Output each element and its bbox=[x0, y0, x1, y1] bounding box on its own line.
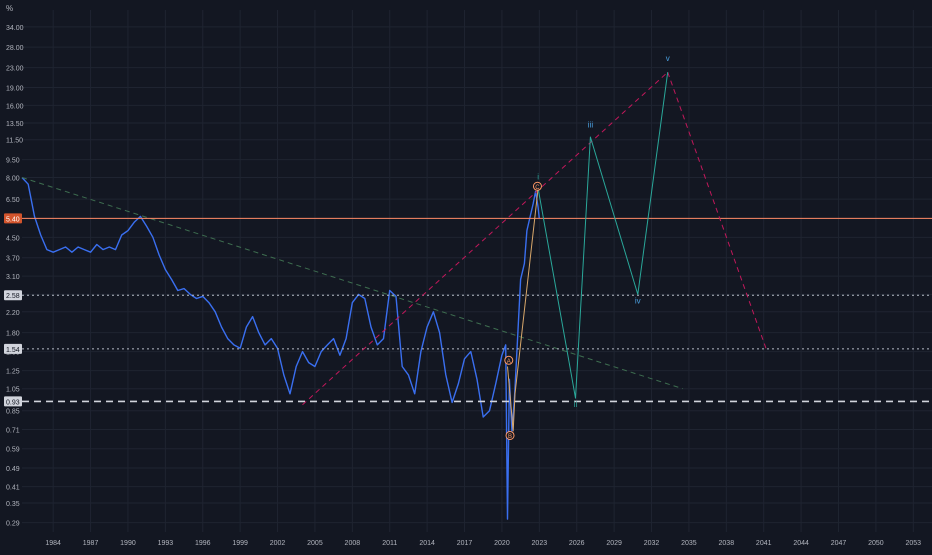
x-tick-label: 1987 bbox=[83, 540, 99, 547]
x-tick-label: 2017 bbox=[457, 540, 473, 547]
y-tick-label: 0.49 bbox=[6, 466, 20, 473]
price-tag-label: 1.54 bbox=[6, 347, 20, 354]
x-tick-label: 2005 bbox=[307, 540, 323, 547]
x-tick-label: 2014 bbox=[419, 540, 435, 547]
grid bbox=[22, 10, 932, 532]
wave-label: iii bbox=[588, 121, 594, 130]
wave-label: ii bbox=[574, 400, 578, 409]
price-tag-box bbox=[4, 343, 22, 354]
wave-label: B bbox=[508, 434, 512, 440]
price-tag-box bbox=[4, 396, 22, 407]
series-line-1-trend bbox=[21, 177, 683, 390]
y-tick-label: 4.50 bbox=[6, 235, 20, 242]
x-tick-label: 2032 bbox=[644, 540, 660, 547]
price-tag-box bbox=[4, 290, 22, 301]
x-tick-label: 2038 bbox=[719, 540, 735, 547]
x-tick-label: 2020 bbox=[494, 540, 510, 547]
y-tick-label: 3.70 bbox=[6, 256, 20, 263]
y-tick-label: 6.50 bbox=[6, 197, 20, 204]
y-tick-label: 0.71 bbox=[6, 427, 20, 434]
x-tick-label: 2029 bbox=[606, 540, 622, 547]
y-tick-label: 23.00 bbox=[6, 66, 24, 73]
x-tick-label: 2047 bbox=[831, 540, 847, 547]
wave-label: C bbox=[535, 185, 540, 191]
wave-label: i bbox=[537, 172, 539, 181]
y-tick-label: 0.29 bbox=[6, 521, 20, 528]
series-line-6-trend bbox=[302, 71, 669, 406]
x-tick-label: 2044 bbox=[793, 540, 809, 547]
plot-lines bbox=[21, 71, 932, 520]
x-axis[interactable]: 1984 1987 1990 1993 1996 1999 2002 2005 2008 2011… bbox=[45, 540, 921, 547]
price-tag-box bbox=[4, 213, 22, 224]
y-tick-label: 0.85 bbox=[6, 409, 20, 416]
wave-marker-circle bbox=[505, 430, 515, 440]
y-axis-unit-label: % bbox=[6, 4, 13, 13]
price-tag-label: 2.58 bbox=[6, 293, 20, 300]
x-tick-label: 2053 bbox=[906, 540, 922, 547]
x-tick-label: 1996 bbox=[195, 540, 211, 547]
y-tick-label: 19.00 bbox=[6, 85, 24, 92]
y-tick-label: 34.00 bbox=[6, 25, 24, 32]
x-tick-label: 2041 bbox=[756, 540, 772, 547]
y-tick-label: 16.00 bbox=[6, 103, 24, 110]
y-tick-label: 11.50 bbox=[6, 138, 23, 145]
y-tick-label: 8.00 bbox=[6, 175, 20, 182]
x-tick-label: 2008 bbox=[345, 540, 361, 547]
y-tick-label: 3.10 bbox=[6, 274, 20, 281]
x-tick-label: 1993 bbox=[158, 540, 174, 547]
x-tick-label: 2050 bbox=[868, 540, 884, 547]
series-line-9-wave bbox=[537, 72, 669, 399]
wave-label: iv bbox=[635, 297, 641, 306]
x-tick-label: 2011 bbox=[382, 540, 397, 547]
y-tick-label: 1.25 bbox=[6, 369, 20, 376]
y-tick-label: 28.00 bbox=[6, 45, 24, 52]
x-tick-label: 2035 bbox=[681, 540, 697, 547]
y-tick-label: 0.41 bbox=[6, 485, 20, 492]
y-tick-label: 2.20 bbox=[6, 310, 20, 317]
wave-label: A bbox=[507, 359, 511, 365]
x-tick-label: 2002 bbox=[270, 540, 286, 547]
price-tag-label: 0.93 bbox=[6, 399, 20, 406]
x-tick-label: 2026 bbox=[569, 540, 585, 547]
wave-marker-circle bbox=[532, 181, 542, 191]
y-tick-label: 0.59 bbox=[6, 447, 20, 454]
price-tags: 5.40 2.58 1.54 0.93 bbox=[4, 213, 22, 407]
series-line-7-trend bbox=[667, 72, 767, 350]
y-tick-label: 9.50 bbox=[6, 158, 20, 165]
wave-label: v bbox=[666, 54, 670, 63]
series-line-0-price bbox=[21, 177, 540, 520]
price-tag-label: 5.40 bbox=[6, 216, 20, 223]
x-tick-label: 1999 bbox=[232, 540, 248, 547]
y-axis[interactable]: % 0.29 0.35 0.41 0.49 0.59 0.71 0.85 1.05 1.25 1.… bbox=[6, 4, 24, 528]
y-tick-label: 13.50 bbox=[6, 121, 24, 128]
x-tick-label: 1990 bbox=[120, 540, 136, 547]
series-line-8-wave bbox=[507, 188, 539, 432]
x-tick-label: 1984 bbox=[45, 540, 61, 547]
y-tick-label: 1.80 bbox=[6, 331, 20, 338]
y-tick-label: 0.35 bbox=[6, 501, 20, 508]
y-tick-label: 1.05 bbox=[6, 387, 20, 394]
wave-marker-circle bbox=[504, 355, 514, 365]
x-tick-label: 2023 bbox=[532, 540, 548, 547]
